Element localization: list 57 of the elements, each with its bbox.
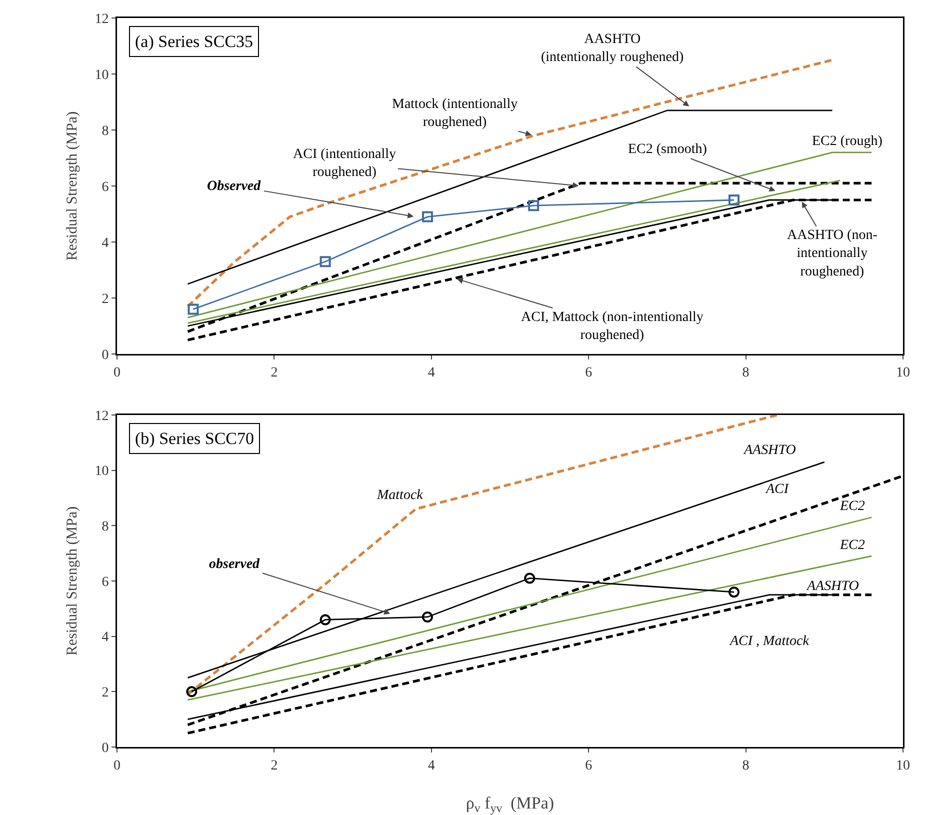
- annotation: EC2: [839, 499, 865, 514]
- y-tick-label: 12: [94, 12, 109, 27]
- y-tick-label: 2: [102, 686, 109, 701]
- annotation: AASHTO: [743, 443, 796, 458]
- y-tick-label: 8: [102, 124, 109, 139]
- y-tick-label: 4: [102, 630, 109, 646]
- annotation: EC2: [839, 538, 865, 553]
- y-tick-label: 10: [94, 68, 109, 83]
- point: [422, 611, 433, 622]
- point: [320, 256, 331, 268]
- point: [524, 572, 536, 584]
- x-tick-label: 6: [585, 758, 592, 774]
- x-axis-title: ρ$_{v}$ f$_{yv}$ (MPa): [466, 793, 554, 815]
- x-tick-label: 10: [896, 365, 910, 380]
- annotation: Mattock: [376, 488, 424, 503]
- annotation: ACI: [765, 482, 790, 497]
- y-tick-label: 12: [94, 408, 109, 424]
- text: (a) Series SCC35: [135, 32, 254, 51]
- annotation: AASHTO (non- intentionally roughened): [787, 228, 878, 280]
- annotation: Mattock (intentionally roughened): [392, 97, 518, 130]
- y-tick-label: 6: [102, 180, 109, 195]
- y-tick-label: 4: [102, 236, 109, 251]
- point: [528, 200, 540, 212]
- point: [320, 614, 331, 626]
- y-tick-label: 2: [102, 292, 109, 307]
- annotation: AASHTO (intentionally roughened): [541, 32, 684, 66]
- point: [186, 686, 198, 698]
- annotation: AASHTO: [806, 579, 859, 594]
- y-tick-label: 10: [94, 464, 109, 480]
- x-tick-label: 0: [114, 758, 120, 774]
- annotation: EC2 (rough): [812, 134, 883, 149]
- x-tick-label: 6: [585, 365, 592, 380]
- point: [422, 211, 433, 222]
- y-tick-label: 0: [102, 348, 109, 363]
- y-tick-label: 8: [102, 520, 109, 535]
- point: [728, 586, 740, 598]
- annotation: ACI, Mattock (non-intentionally roughened): [521, 310, 704, 344]
- annotation: ACI (intentionally roughened): [293, 147, 396, 180]
- text: (b) Series SCC70: [135, 429, 254, 448]
- y-tick-label: 6: [102, 574, 109, 590]
- annotation: observed: [209, 557, 261, 572]
- y-axis-title: Residual Strength (MPa): [64, 111, 80, 261]
- annotation: Observed: [207, 179, 262, 194]
- x-tick-label: 4: [428, 365, 435, 380]
- point: [188, 304, 199, 315]
- x-tick-label: 2: [270, 758, 278, 774]
- annotation: EC2 (smooth): [628, 142, 708, 157]
- x-tick-label: 10: [896, 758, 910, 774]
- y-axis-title: Residual Strength (MPa): [64, 506, 80, 656]
- annotation: ACI , Mattock: [729, 634, 810, 649]
- x-tick-label: 8: [742, 758, 750, 774]
- x-tick-label: 0: [114, 365, 120, 380]
- y-tick-label: 0: [102, 740, 109, 756]
- point: [728, 194, 740, 206]
- x-tick-label: 2: [270, 365, 278, 380]
- x-tick-label: 4: [428, 758, 435, 774]
- x-tick-label: 8: [742, 365, 750, 380]
